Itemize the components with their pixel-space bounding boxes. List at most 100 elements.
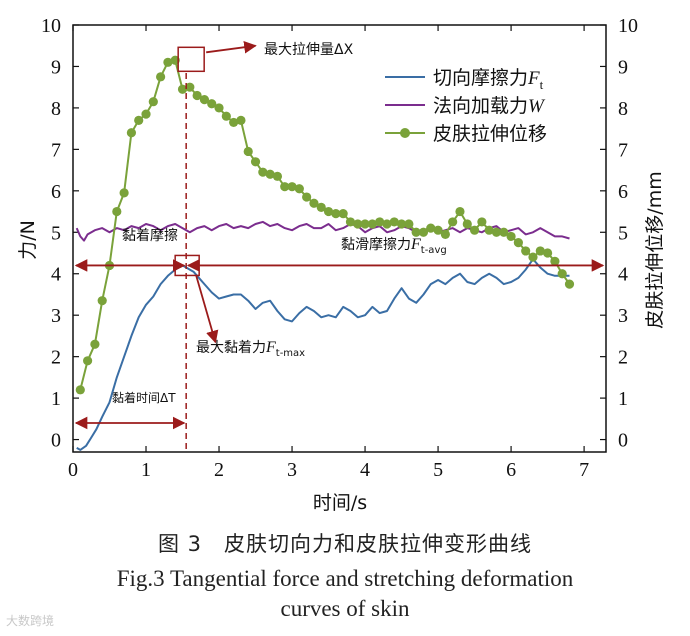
y-tick-label-right: 8: [618, 98, 628, 120]
series-point-skin-stretch: [250, 157, 261, 167]
y-tick-label-right: 7: [618, 139, 628, 161]
series-point-skin-stretch: [214, 103, 224, 113]
series-point-skin-stretch: [90, 339, 100, 349]
plot-frame: [72, 24, 607, 453]
series-point-skin-stretch: [163, 57, 173, 67]
series-point-skin-stretch: [382, 219, 392, 229]
x-tick-label: 5: [433, 459, 443, 481]
series-line-tangential-friction: [76, 258, 570, 451]
y-tick-label: 5: [51, 222, 61, 244]
annotation-stick-friction: 黏着摩擦: [122, 227, 178, 244]
series-point-skin-stretch: [440, 229, 450, 239]
series-point-skin-stretch: [83, 356, 93, 366]
max-stretch-box: [177, 46, 205, 73]
series-point-skin-stretch: [177, 84, 188, 94]
max-stick-force-pointer: [195, 275, 219, 344]
series-point-skin-stretch: [448, 217, 458, 227]
series-point-skin-stretch: [513, 238, 523, 248]
series-point-skin-stretch: [112, 206, 122, 217]
series-point-skin-stretch: [221, 111, 231, 121]
series-point-skin-stretch: [185, 82, 195, 92]
series-point-skin-stretch: [199, 95, 210, 105]
series-point-skin-stretch: [375, 217, 385, 227]
legend-label-normal-load: 法向加载力W: [433, 95, 546, 117]
y-tick-label: 3: [51, 305, 61, 327]
series-point-skin-stretch: [97, 296, 107, 306]
series-point-skin-stretch: [338, 209, 348, 219]
chart-area: 0 1 2 3 4 5 6 7 0 1 2 3 4 5 6 7 8 9 10 0 1 2 3 4 5 6 7 8 9 10 时间/s 力/…: [17, 15, 666, 514]
y-tick-label: 1: [51, 388, 61, 410]
series-point-skin-stretch: [367, 219, 377, 229]
axis-ticks: 0 1 2 3 4 5 6 7 0 1 2 3 4 5 6 7 8 9 10 0 1 2 3 4 5 6 7 8 9 10: [41, 15, 638, 481]
x-tick-label: 4: [360, 459, 370, 481]
series-point-skin-stretch: [411, 227, 421, 237]
series-layer: [75, 55, 575, 451]
y-tick-label: 9: [51, 56, 61, 78]
annotation-max-stick-force: 最大黏着力Ft-max: [196, 339, 305, 359]
series-point-skin-stretch: [491, 227, 502, 237]
y-tick-label-right: 0: [618, 430, 628, 452]
series-point-skin-stretch: [506, 231, 516, 242]
annotation-slip-friction: 黏滑摩擦力Ft-avg: [341, 236, 447, 256]
series-point-skin-stretch: [316, 202, 326, 213]
series-point-skin-stretch: [148, 97, 158, 107]
series-point-skin-stretch: [192, 90, 202, 101]
series-point-skin-stretch: [469, 225, 480, 235]
series-point-skin-stretch: [462, 219, 472, 229]
x-tick-label: 6: [506, 459, 516, 481]
y-tick-label-right: 10: [618, 15, 638, 37]
figure-caption-en-line2: curves of skin: [280, 596, 410, 621]
y-tick-label-right: 3: [618, 305, 628, 327]
series-point-skin-stretch: [119, 188, 129, 198]
annotation-stick-time: 黏着时间ΔT: [112, 390, 176, 405]
y-tick-label: 4: [51, 264, 61, 286]
y-tick-label-right: 5: [618, 222, 628, 244]
series-point-skin-stretch: [557, 269, 567, 279]
series-point-skin-stretch: [528, 252, 538, 262]
y-axis-label-right: 皮肤拉伸位移/mm: [644, 171, 666, 328]
series-point-skin-stretch: [521, 246, 531, 256]
series-point-skin-stretch: [134, 115, 144, 125]
x-tick-label: 0: [68, 459, 78, 481]
max-stick-force-box: [174, 254, 200, 277]
series-point-skin-stretch: [236, 115, 246, 125]
series-point-skin-stretch: [418, 227, 429, 237]
x-tick-label: 3: [287, 459, 297, 481]
series-point-skin-stretch: [141, 109, 151, 119]
x-tick-label: 2: [214, 459, 224, 481]
series-point-skin-stretch: [309, 198, 319, 208]
y-tick-label: 6: [51, 181, 61, 203]
series-point-skin-stretch: [243, 146, 253, 157]
series-point-skin-stretch: [360, 219, 370, 229]
annotation-layer: [74, 40, 605, 452]
series-point-skin-stretch: [75, 385, 85, 395]
series-point-skin-stretch: [396, 219, 407, 229]
series-point-skin-stretch: [265, 169, 275, 179]
series-point-skin-stretch: [389, 217, 399, 227]
x-axis-label: 时间/s: [313, 492, 367, 514]
y-tick-label-right: 9: [618, 56, 628, 78]
y-tick-label: 8: [51, 98, 61, 120]
series-point-skin-stretch: [280, 182, 290, 192]
series-point-skin-stretch: [287, 182, 297, 192]
series-point-skin-stretch: [272, 171, 283, 181]
series-point-skin-stretch: [477, 217, 487, 227]
series-point-skin-stretch: [126, 128, 137, 138]
legend-marker-stretch: [400, 128, 410, 138]
series-point-skin-stretch: [353, 219, 363, 229]
series-point-skin-stretch: [331, 209, 341, 219]
x-tick-label: 1: [141, 459, 151, 481]
series-point-skin-stretch: [294, 184, 304, 194]
series-point-skin-stretch: [433, 225, 443, 235]
y-tick-label: 2: [51, 347, 61, 369]
series-point-skin-stretch: [426, 223, 436, 233]
series-point-skin-stretch: [455, 206, 465, 217]
series-point-skin-stretch: [229, 117, 239, 128]
figure-caption-en-line1: Fig.3 Tangential force and stretching de…: [116, 566, 574, 591]
series-point-skin-stretch: [535, 246, 545, 256]
y-tick-label: 0: [51, 430, 61, 452]
y-tick-label-right: 2: [618, 347, 628, 369]
series-point-skin-stretch: [499, 227, 509, 237]
y-tick-label: 10: [41, 15, 61, 37]
legend-label-stretch: 皮肤拉伸位移: [433, 123, 547, 145]
